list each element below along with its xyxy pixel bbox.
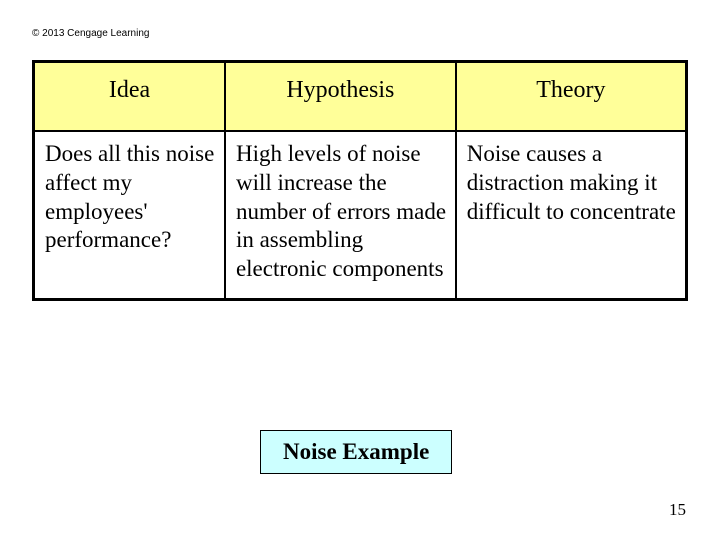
cell-idea: Does all this noise affect my employees'… xyxy=(34,131,225,299)
copyright-text: © 2013 Cengage Learning xyxy=(32,28,149,39)
table-row: Does all this noise affect my employees'… xyxy=(34,131,687,299)
cell-theory: Noise causes a distraction making it dif… xyxy=(456,131,687,299)
col-header-idea: Idea xyxy=(34,62,225,132)
col-header-theory: Theory xyxy=(456,62,687,132)
cell-hypothesis: High levels of noise will increase the n… xyxy=(225,131,456,299)
col-header-hypothesis: Hypothesis xyxy=(225,62,456,132)
table-header-row: Idea Hypothesis Theory xyxy=(34,62,687,132)
page-number: 15 xyxy=(669,500,686,520)
concept-table: Idea Hypothesis Theory Does all this noi… xyxy=(32,60,688,301)
example-label: Noise Example xyxy=(260,430,452,474)
